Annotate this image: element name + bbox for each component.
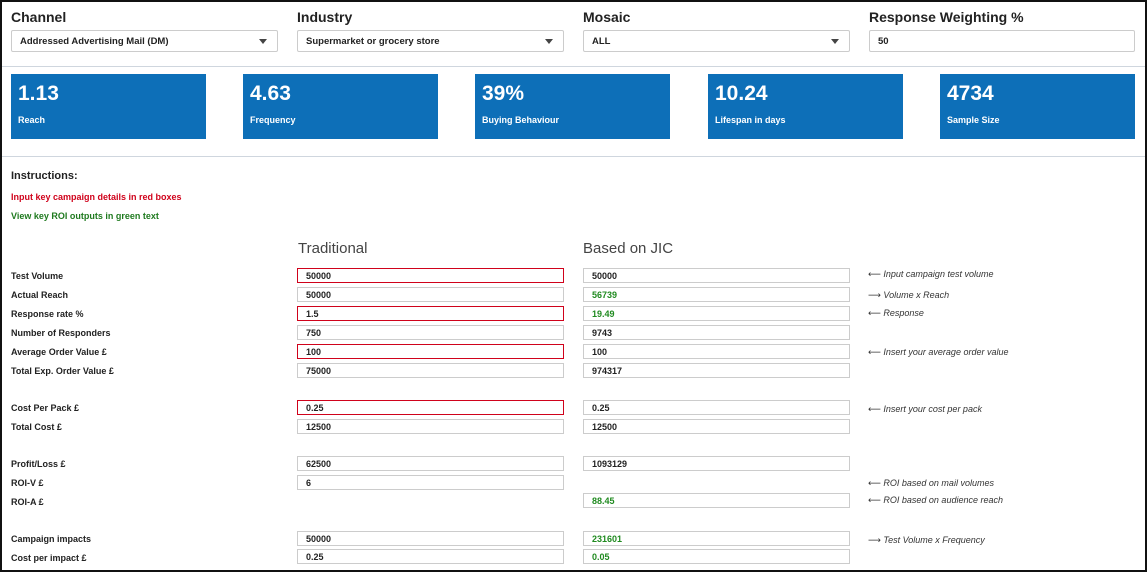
- row-label-total-cost: Total Cost £: [11, 422, 62, 432]
- impacts-jic: 231601: [583, 531, 850, 546]
- response-rate-jic: 19.49: [583, 306, 850, 321]
- kpi-label: Buying Behaviour: [482, 115, 560, 125]
- chevron-down-icon: [259, 39, 267, 44]
- channel-filter: Channel: [11, 9, 66, 27]
- industry-label: Industry: [297, 9, 353, 25]
- instructions-red: Input key campaign details in red boxes: [11, 192, 182, 202]
- note-avg-order: ⟵ Insert your average order value: [868, 347, 1009, 357]
- divider: [2, 66, 1145, 67]
- note-cost-per-pack: ⟵ Insert your cost per pack: [868, 404, 982, 414]
- divider: [2, 156, 1145, 157]
- test-volume-jic: 50000: [583, 268, 850, 283]
- weighting-value: 50: [878, 36, 889, 47]
- kpi-label: Sample Size: [947, 115, 1000, 125]
- kpi-card-buying-behaviour: 39% Buying Behaviour: [475, 74, 670, 139]
- note-test-volume: ⟵ Input campaign test volume: [868, 269, 994, 279]
- weighting-input[interactable]: 50: [869, 30, 1135, 52]
- mosaic-value: ALL: [592, 36, 611, 47]
- kpi-value: 4.63: [250, 82, 291, 105]
- column-header-jic: Based on JIC: [583, 240, 674, 257]
- kpi-card-sample-size: 4734 Sample Size: [940, 74, 1135, 139]
- row-label-roi-a: ROI-A £: [11, 497, 44, 507]
- responders-jic: 9743: [583, 325, 850, 340]
- row-label-cost-per-pack: Cost Per Pack £: [11, 403, 80, 413]
- industry-value: Supermarket or grocery store: [306, 36, 440, 47]
- mosaic-label: Mosaic: [583, 9, 631, 25]
- row-label-profit-loss: Profit/Loss £: [11, 459, 66, 469]
- row-label-actual-reach: Actual Reach: [11, 290, 69, 300]
- kpi-card-lifespan: 10.24 Lifespan in days: [708, 74, 903, 139]
- kpi-value: 4734: [947, 82, 994, 105]
- responders-traditional: 750: [297, 325, 564, 340]
- kpi-card-frequency: 4.63 Frequency: [243, 74, 438, 139]
- instructions-green: View key ROI outputs in green text: [11, 211, 159, 221]
- row-label-responders: Number of Responders: [11, 328, 111, 338]
- row-label-cost-per-impact: Cost per impact £: [11, 553, 87, 563]
- profit-loss-jic: 1093129: [583, 456, 850, 471]
- kpi-label: Lifespan in days: [715, 115, 786, 125]
- avg-order-input[interactable]: 100: [297, 344, 564, 359]
- note-roi-a: ⟵ ROI based on audience reach: [868, 495, 1003, 505]
- total-order-jic: 974317: [583, 363, 850, 378]
- row-label-response-rate: Response rate %: [11, 309, 84, 319]
- note-roi-v: ⟵ ROI based on mail volumes: [868, 478, 994, 488]
- total-cost-jic: 12500: [583, 419, 850, 434]
- mosaic-select[interactable]: ALL: [583, 30, 850, 52]
- profit-loss-traditional: 62500: [297, 456, 564, 471]
- weighting-label: Response Weighting %: [869, 9, 1024, 25]
- kpi-value: 10.24: [715, 82, 768, 105]
- chevron-down-icon: [831, 39, 839, 44]
- column-header-traditional: Traditional: [298, 240, 368, 257]
- total-cost-traditional: 12500: [297, 419, 564, 434]
- row-label-avg-order: Average Order Value £: [11, 347, 107, 357]
- weighting-filter: Response Weighting %: [869, 9, 1024, 27]
- cost-per-pack-input[interactable]: 0.25: [297, 400, 564, 415]
- kpi-value: 39%: [482, 82, 525, 105]
- row-label-total-order: Total Exp. Order Value £: [11, 366, 114, 376]
- industry-select[interactable]: Supermarket or grocery store: [297, 30, 564, 52]
- note-impacts: ⟶ Test Volume x Frequency: [868, 535, 985, 545]
- kpi-label: Reach: [18, 115, 46, 125]
- instructions-title: Instructions:: [11, 170, 78, 182]
- actual-reach-traditional: 50000: [297, 287, 564, 302]
- kpi-label: Frequency: [250, 115, 296, 125]
- channel-label: Channel: [11, 9, 67, 25]
- roi-v-traditional: 6: [297, 475, 564, 490]
- kpi-value: 1.13: [18, 82, 59, 105]
- note-actual-reach: ⟶ Volume x Reach: [868, 290, 950, 300]
- test-volume-input[interactable]: 50000: [297, 268, 564, 283]
- actual-reach-jic: 56739: [583, 287, 850, 302]
- row-label-test-volume: Test Volume: [11, 271, 64, 281]
- kpi-card-reach: 1.13 Reach: [11, 74, 206, 139]
- cost-per-pack-jic: 0.25: [583, 400, 850, 415]
- row-label-impacts: Campaign impacts: [11, 534, 92, 544]
- cost-per-impact-traditional: 0.25: [297, 549, 564, 564]
- industry-filter: Industry: [297, 9, 352, 27]
- mosaic-filter: Mosaic: [583, 9, 630, 27]
- channel-select[interactable]: Addressed Advertising Mail (DM): [11, 30, 278, 52]
- roi-a-jic: 88.45: [583, 493, 850, 508]
- avg-order-jic: 100: [583, 344, 850, 359]
- chevron-down-icon: [545, 39, 553, 44]
- impacts-traditional: 50000: [297, 531, 564, 546]
- row-label-roi-v: ROI-V £: [11, 478, 44, 488]
- channel-value: Addressed Advertising Mail (DM): [20, 36, 169, 47]
- total-order-traditional: 75000: [297, 363, 564, 378]
- note-response-rate: ⟵ Response: [868, 308, 924, 318]
- cost-per-impact-jic: 0.05: [583, 549, 850, 564]
- response-rate-input[interactable]: 1.5: [297, 306, 564, 321]
